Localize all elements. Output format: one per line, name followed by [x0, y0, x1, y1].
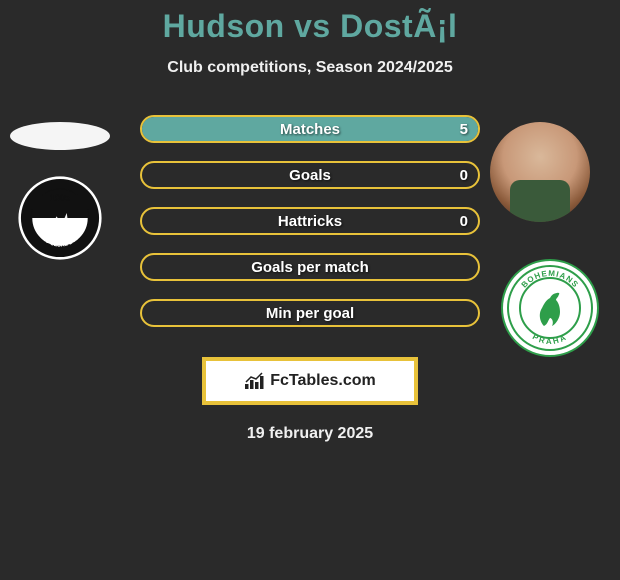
stat-label: Goals per match — [251, 259, 369, 276]
page-title: Hudson vs DostÃ¡l — [0, 0, 620, 45]
stat-label: Hattricks — [278, 213, 342, 230]
stat-bars: Matches 5 Goals 0 Hattricks 0 Goals per … — [140, 115, 480, 345]
stat-bar-goals: Goals 0 — [140, 161, 480, 189]
stat-value: 0 — [460, 213, 468, 230]
chart-icon — [244, 372, 266, 390]
stats-area: Matches 5 Goals 0 Hattricks 0 Goals per … — [0, 115, 620, 355]
stat-bar-matches: Matches 5 — [140, 115, 480, 143]
stat-label: Min per goal — [266, 305, 354, 322]
stat-value: 5 — [460, 121, 468, 138]
subtitle: Club competitions, Season 2024/2025 — [0, 59, 620, 77]
stat-bar-hattricks: Hattricks 0 — [140, 207, 480, 235]
stat-value: 0 — [460, 167, 468, 184]
brand-box[interactable]: FcTables.com — [202, 357, 418, 405]
stat-label: Matches — [280, 121, 340, 138]
date-label: 19 february 2025 — [0, 425, 620, 443]
stat-bar-goals-per-match: Goals per match — [140, 253, 480, 281]
stat-bar-min-per-goal: Min per goal — [140, 299, 480, 327]
stat-label: Goals — [289, 167, 331, 184]
brand-label: FcTables.com — [244, 372, 376, 390]
brand-text: FcTables.com — [270, 372, 376, 390]
